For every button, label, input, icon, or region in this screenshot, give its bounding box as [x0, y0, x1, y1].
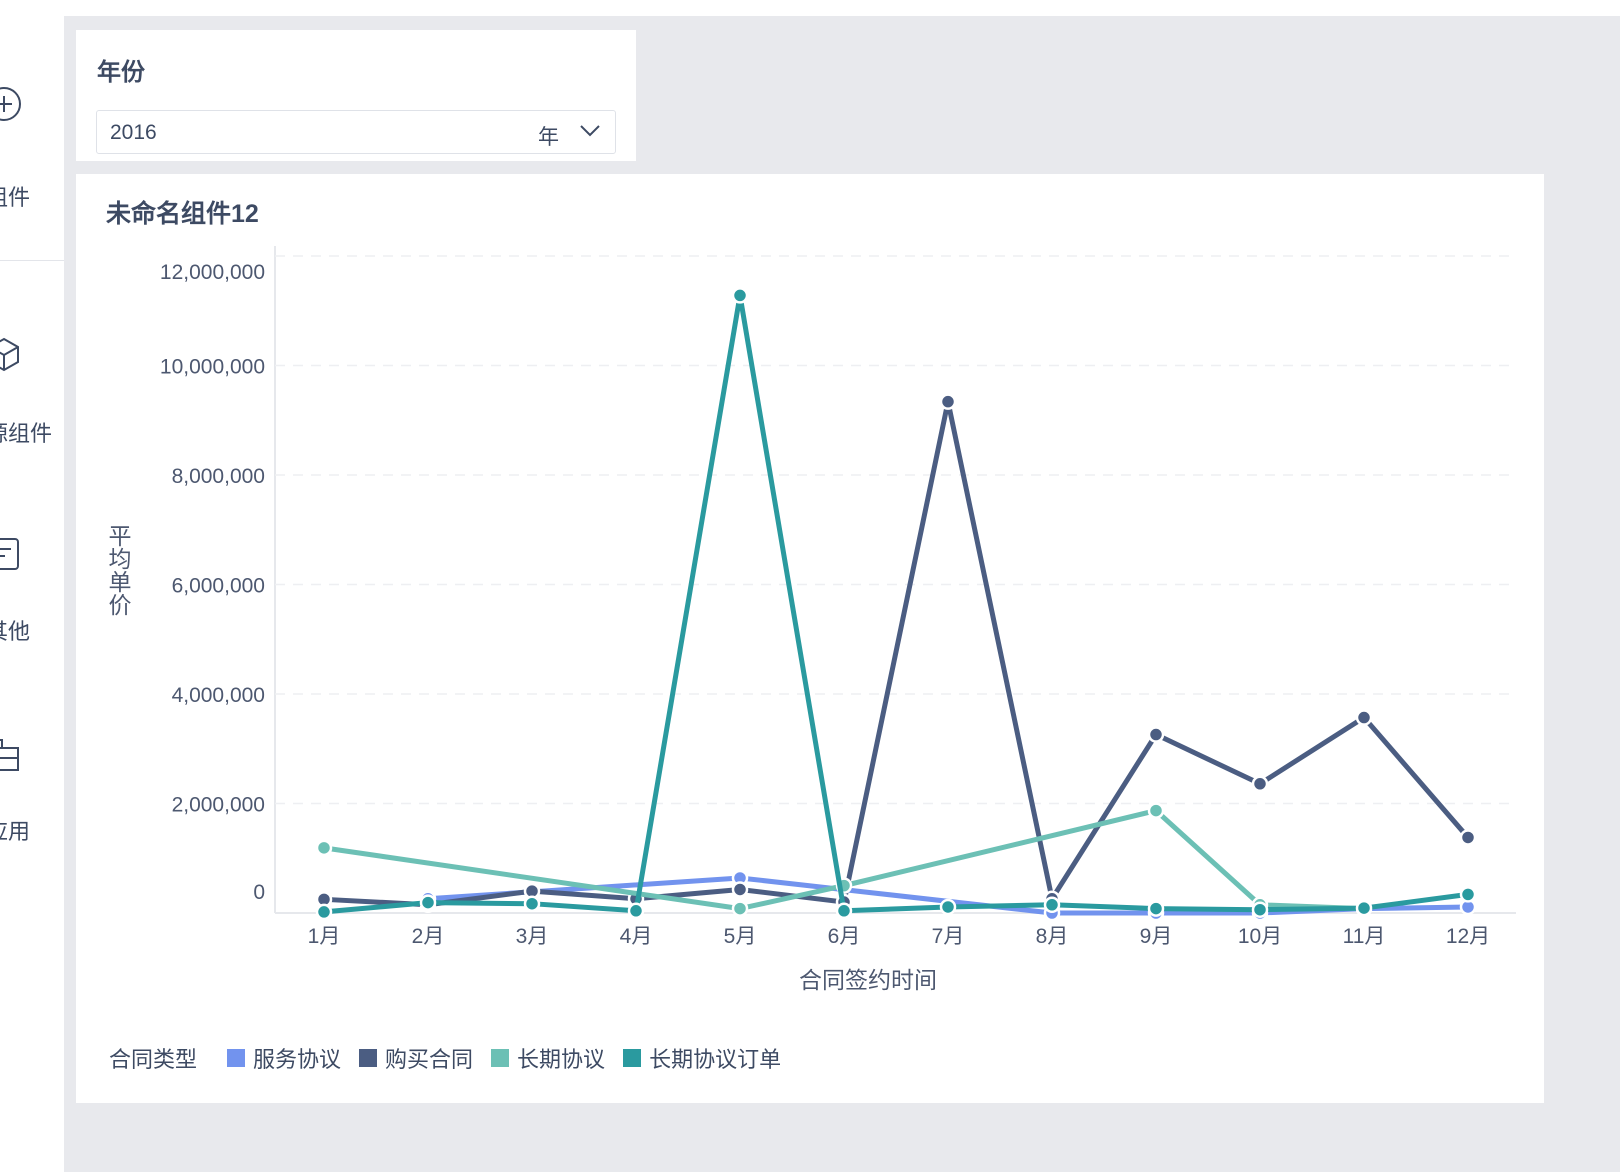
data-point[interactable]: [1147, 802, 1165, 819]
series-line: [323, 399, 1470, 908]
series-2: [315, 393, 1477, 914]
x-tick-label: 11月: [1343, 925, 1386, 948]
data-point[interactable]: [1459, 886, 1477, 903]
data-point[interactable]: [1355, 709, 1373, 726]
y-tick-label: 6,000,000: [172, 575, 265, 598]
top-bar: [0, 0, 1620, 16]
data-point[interactable]: [315, 839, 333, 857]
sidebar-item-label: 其他: [0, 619, 31, 644]
chart-card: 未命名组件12 0 2,000,000 4,000,000 6,000,000 8,00…: [76, 174, 1544, 1103]
line-chart: 0 2,000,000 4,000,000 6,000,000 8,000,000 10,…: [160, 246, 1516, 993]
y-tick-label: 0: [253, 881, 265, 904]
data-point[interactable]: [731, 287, 749, 304]
x-axis-label: 合同签约时间: [799, 967, 937, 993]
x-tick-label: 12月: [1446, 925, 1490, 948]
data-point[interactable]: [1147, 900, 1165, 917]
data-point[interactable]: [1251, 775, 1269, 793]
year-select-value: 2016: [110, 121, 157, 144]
x-tick-label: 10月: [1238, 925, 1282, 948]
legend: 合同类型 服务协议 购买合同 长期协议 长期协议订单: [109, 1042, 799, 1074]
legend-title: 合同类型: [109, 1047, 198, 1072]
x-tick-label: 8月: [1036, 925, 1069, 948]
year-select[interactable]: 2016 年: [96, 110, 616, 154]
data-point[interactable]: [939, 898, 957, 916]
x-tick-label: 2月: [412, 925, 445, 948]
x-tick-label: 3月: [516, 925, 549, 948]
sidebar-item-label: 组件: [0, 185, 31, 210]
data-point[interactable]: [523, 895, 541, 912]
x-tick-label: 6月: [828, 925, 861, 948]
series-4: [315, 287, 1477, 921]
data-point[interactable]: [731, 881, 749, 898]
x-tick-label: 1月: [308, 925, 341, 948]
legend-label: 服务协议: [253, 1047, 342, 1072]
legend-label: 购买合同: [385, 1047, 474, 1072]
app-icon: [0, 739, 19, 771]
y-tick-label: 8,000,000: [172, 465, 265, 488]
data-point[interactable]: [419, 894, 437, 911]
data-point[interactable]: [1251, 901, 1269, 918]
sidebar-divider: [0, 260, 64, 261]
x-tick-label: 7月: [932, 925, 965, 948]
legend-label: 长期协议订单: [649, 1047, 782, 1072]
y-axis-label: 平均单价: [105, 524, 131, 616]
series-line: [323, 292, 1469, 915]
legend-swatch: [227, 1049, 246, 1067]
data-point[interactable]: [939, 393, 957, 410]
sidebar-item-label: 应用: [0, 819, 31, 844]
y-tick-label: 2,000,000: [172, 794, 265, 817]
data-point[interactable]: [1147, 726, 1165, 743]
data-point[interactable]: [731, 900, 749, 917]
plus-circle-icon: [0, 87, 21, 121]
x-tick-label: 4月: [620, 925, 653, 948]
sidebar-item-label: 源组件: [0, 421, 53, 446]
data-point[interactable]: [1043, 896, 1061, 914]
legend-swatch: [491, 1049, 510, 1067]
x-tick-label: 9月: [1140, 925, 1173, 948]
sidebar: 组件 源组件 其他 应用: [0, 16, 64, 1172]
legend-swatch: [623, 1049, 642, 1067]
data-point[interactable]: [1355, 899, 1373, 917]
y-tick-label: 12,000,000: [160, 261, 265, 284]
y-tick-label: 4,000,000: [172, 684, 265, 707]
data-point[interactable]: [315, 903, 333, 921]
legend-item[interactable]: 购买合同: [359, 1042, 473, 1074]
y-tick-label: 10,000,000: [160, 356, 265, 379]
data-point[interactable]: [835, 902, 853, 920]
x-tick-label: 5月: [724, 925, 757, 948]
text-box-icon: [0, 538, 19, 570]
legend-label: 长期协议: [517, 1047, 606, 1072]
chevron-down-icon: [580, 125, 600, 137]
year-filter-title: 年份: [97, 59, 145, 86]
data-point[interactable]: [627, 902, 645, 920]
year-unit-label: 年: [538, 126, 559, 149]
legend-item[interactable]: 长期协议: [491, 1042, 605, 1074]
year-filter-card: 年份 2016 年: [76, 30, 636, 161]
legend-swatch: [359, 1049, 378, 1067]
legend-item[interactable]: 长期协议订单: [623, 1042, 781, 1074]
legend-item[interactable]: 服务协议: [227, 1042, 341, 1074]
series-line: [323, 808, 1365, 912]
data-point[interactable]: [1459, 829, 1477, 846]
cube-icon: [0, 337, 19, 372]
chart-title: 未命名组件12: [106, 200, 259, 228]
